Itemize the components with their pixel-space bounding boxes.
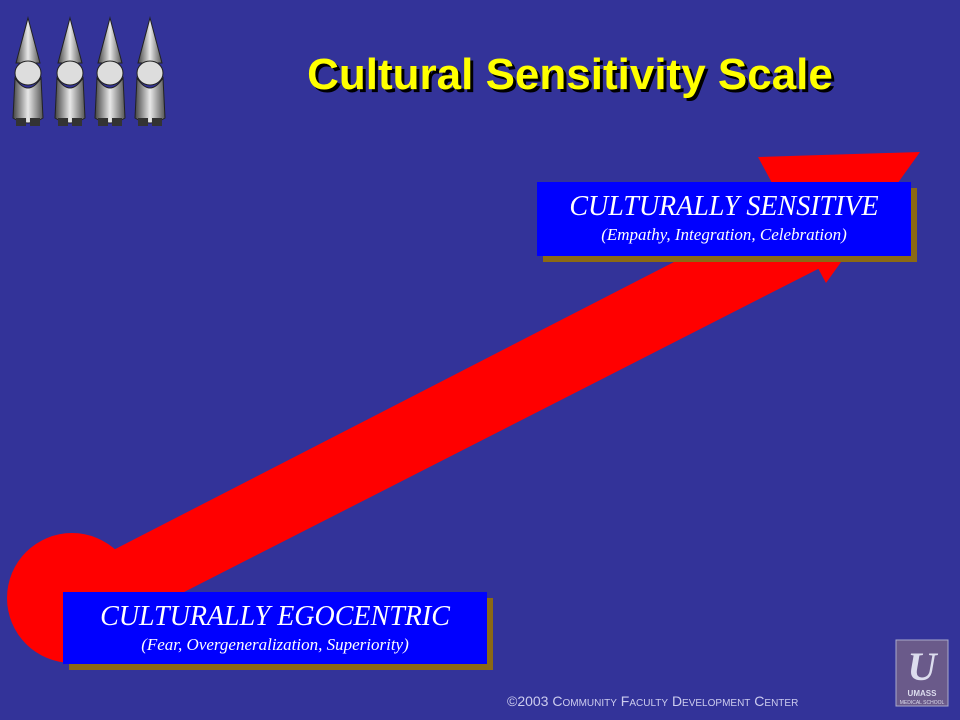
- sensitive-main-text: CULTURALLY SENSITIVE: [569, 191, 879, 222]
- four-gnomes-icon: [12, 16, 166, 126]
- slide-title: Cultural Sensitivity Scale: [307, 50, 833, 99]
- svg-text:U: U: [908, 644, 939, 689]
- svg-text:UMASS: UMASS: [908, 689, 938, 698]
- sensitive-sub-text: (Empathy, Integration, Celebration): [601, 225, 847, 244]
- egocentric-main-text: CULTURALLY EGOCENTRIC: [100, 601, 450, 632]
- egocentric-sub-text: (Fear, Overgeneralization, Superiority): [141, 635, 409, 654]
- culturally-egocentric-label: CULTURALLY EGOCENTRIC (Fear, Overgeneral…: [63, 592, 487, 664]
- culturally-sensitive-label: CULTURALLY SENSITIVE (Empathy, Integrati…: [537, 182, 911, 256]
- svg-text:MEDICAL SCHOOL: MEDICAL SCHOOL: [900, 700, 945, 706]
- footer-copyright: ©2003 Community Faculty Development Cent…: [507, 693, 799, 709]
- scale-shaft: [55, 205, 820, 640]
- umass-medical-school-logo: U UMASS MEDICAL SCHOOL: [895, 639, 949, 707]
